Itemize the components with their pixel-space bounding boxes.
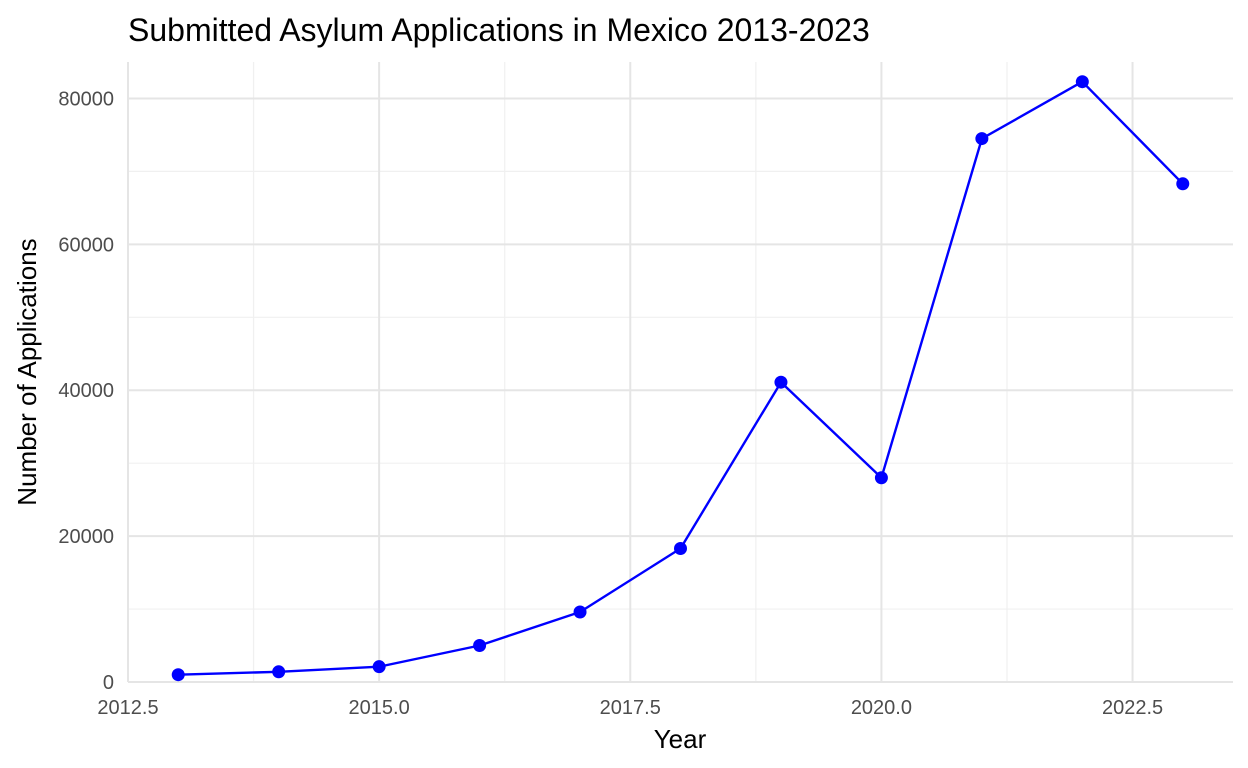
data-point <box>171 668 185 682</box>
x-tick-label: 2020.0 <box>851 697 912 719</box>
data-point <box>573 605 587 619</box>
grid <box>127 62 1233 683</box>
chart-title: Submitted Asylum Applications in Mexico … <box>128 12 870 48</box>
y-tick-label: 0 <box>103 672 114 694</box>
y-tick-label: 20000 <box>58 526 114 548</box>
data-point <box>272 665 286 679</box>
data-point <box>473 639 487 653</box>
x-tick-label: 2012.5 <box>97 697 158 719</box>
series-lines <box>178 80 1184 676</box>
x-tick-label: 2017.5 <box>600 697 661 719</box>
data-points <box>171 75 1190 682</box>
x-tick-label: 2022.5 <box>1102 697 1163 719</box>
x-tick-label: 2015.0 <box>349 697 410 719</box>
y-tick-label: 40000 <box>58 380 114 402</box>
x-axis-title: Year <box>654 724 707 754</box>
series-line <box>178 80 1184 676</box>
data-point <box>372 660 386 674</box>
tick-labels: 2012.5 2015.0 2017.5 2020.0 2022.5 0 20000 4000… <box>58 88 1163 719</box>
data-point <box>674 542 687 556</box>
y-tick-label: 80000 <box>58 88 114 110</box>
data-point <box>1176 177 1190 191</box>
data-point <box>774 375 788 389</box>
data-point <box>1075 75 1089 89</box>
data-point <box>975 132 989 146</box>
y-axis-title: Number of Applications <box>12 238 42 505</box>
data-point <box>874 471 888 485</box>
y-tick-label: 60000 <box>58 234 114 256</box>
